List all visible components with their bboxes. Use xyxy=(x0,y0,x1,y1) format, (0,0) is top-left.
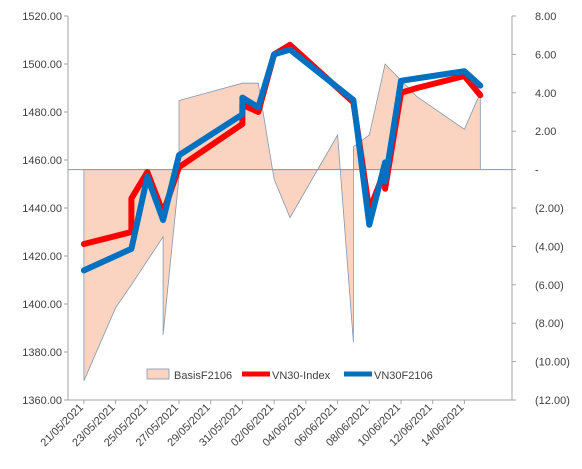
right-tick-label: (8.00) xyxy=(535,318,564,330)
right-tick-label: (10.00) xyxy=(535,357,570,369)
right-tick-label: 2.00 xyxy=(535,126,556,138)
left-tick-label: 1380.00 xyxy=(22,347,62,359)
left-tick-label: 1520.00 xyxy=(22,11,62,23)
basis-area-layer xyxy=(83,63,481,381)
right-tick-label: (4.00) xyxy=(535,241,564,253)
legend: BasisF2106 VN30-Index VN30F2106 xyxy=(146,368,433,382)
left-tick-label: 1500.00 xyxy=(22,59,62,71)
basis-area xyxy=(83,63,481,381)
left-tick-label: 1420.00 xyxy=(22,251,62,263)
left-tick-label: 1460.00 xyxy=(22,155,62,167)
legend-label-vn30f2106: VN30F2106 xyxy=(374,370,433,382)
right-tick-label: - xyxy=(535,165,539,177)
series-line-vn30f2106 xyxy=(80,46,484,274)
left-tick-label: 1440.00 xyxy=(22,203,62,215)
left-tick-label: 1400.00 xyxy=(22,299,62,311)
right-tick-label: 4.00 xyxy=(535,88,556,100)
axes-layer xyxy=(64,15,516,404)
left-tick-label: 1360.00 xyxy=(22,395,62,407)
legend-swatch-basis xyxy=(146,368,170,380)
series-lines-layer xyxy=(80,41,484,274)
right-tick-label: (12.00) xyxy=(535,395,570,407)
left-tick-label: 1480.00 xyxy=(22,107,62,119)
legend-label-basis: BasisF2106 xyxy=(174,370,232,382)
right-tick-label: (2.00) xyxy=(535,203,564,215)
right-tick-label: (6.00) xyxy=(535,280,564,292)
right-tick-label: 8.00 xyxy=(535,11,556,23)
legend-label-vn30-index: VN30-Index xyxy=(272,370,331,382)
right-tick-label: 6.00 xyxy=(535,49,556,61)
